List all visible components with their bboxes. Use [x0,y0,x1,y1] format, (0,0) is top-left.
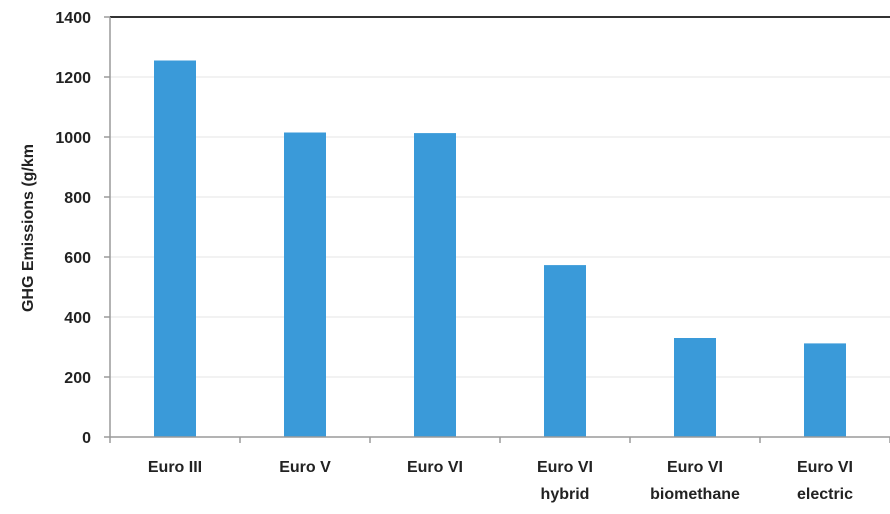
y-tick-label-1400: 1400 [55,10,91,27]
y-tick-label-200: 200 [64,370,91,387]
x-tick-label-1: Euro V [279,459,331,476]
y-tick-labels: 0 200 400 600 800 1000 1200 1400 [55,10,91,447]
x-tick-label-line: Euro V [279,459,331,476]
x-tick-label-0: Euro III [148,459,202,476]
x-tick-label-line: Euro VI [537,459,593,476]
y-tick-label-0: 0 [82,430,91,447]
bar-1 [284,133,326,438]
x-tick-label-line: Euro VI [667,459,723,476]
x-tick-label-2: Euro VI [407,459,463,476]
y-tick-label-800: 800 [64,190,91,207]
bars [154,61,846,438]
y-tick-label-600: 600 [64,250,91,267]
bar-2 [414,133,456,437]
x-tick-label-line: electric [797,486,853,503]
x-tick-label-line: Euro VI [797,459,853,476]
x-tick-label-line: biomethane [650,486,740,503]
bar-3 [544,265,586,437]
bar-0 [154,61,196,438]
bar-5 [804,343,846,437]
bar-4 [674,338,716,437]
y-tick-label-1200: 1200 [55,70,91,87]
x-tick-label-line: Euro III [148,459,202,476]
x-tick-label-4: Euro VI biomethane [650,459,740,503]
x-tick-label-3: Euro VI hybrid [537,459,593,503]
y-tick-label-1000: 1000 [55,130,91,147]
x-tick-label-line: hybrid [541,486,590,503]
x-tick-label-5: Euro VI electric [797,459,853,503]
y-tick-label-400: 400 [64,310,91,327]
x-tick-label-line: Euro VI [407,459,463,476]
axes [104,17,890,443]
y-axis-label: GHG Emissions (g/km [20,144,37,312]
gridlines [110,77,890,377]
